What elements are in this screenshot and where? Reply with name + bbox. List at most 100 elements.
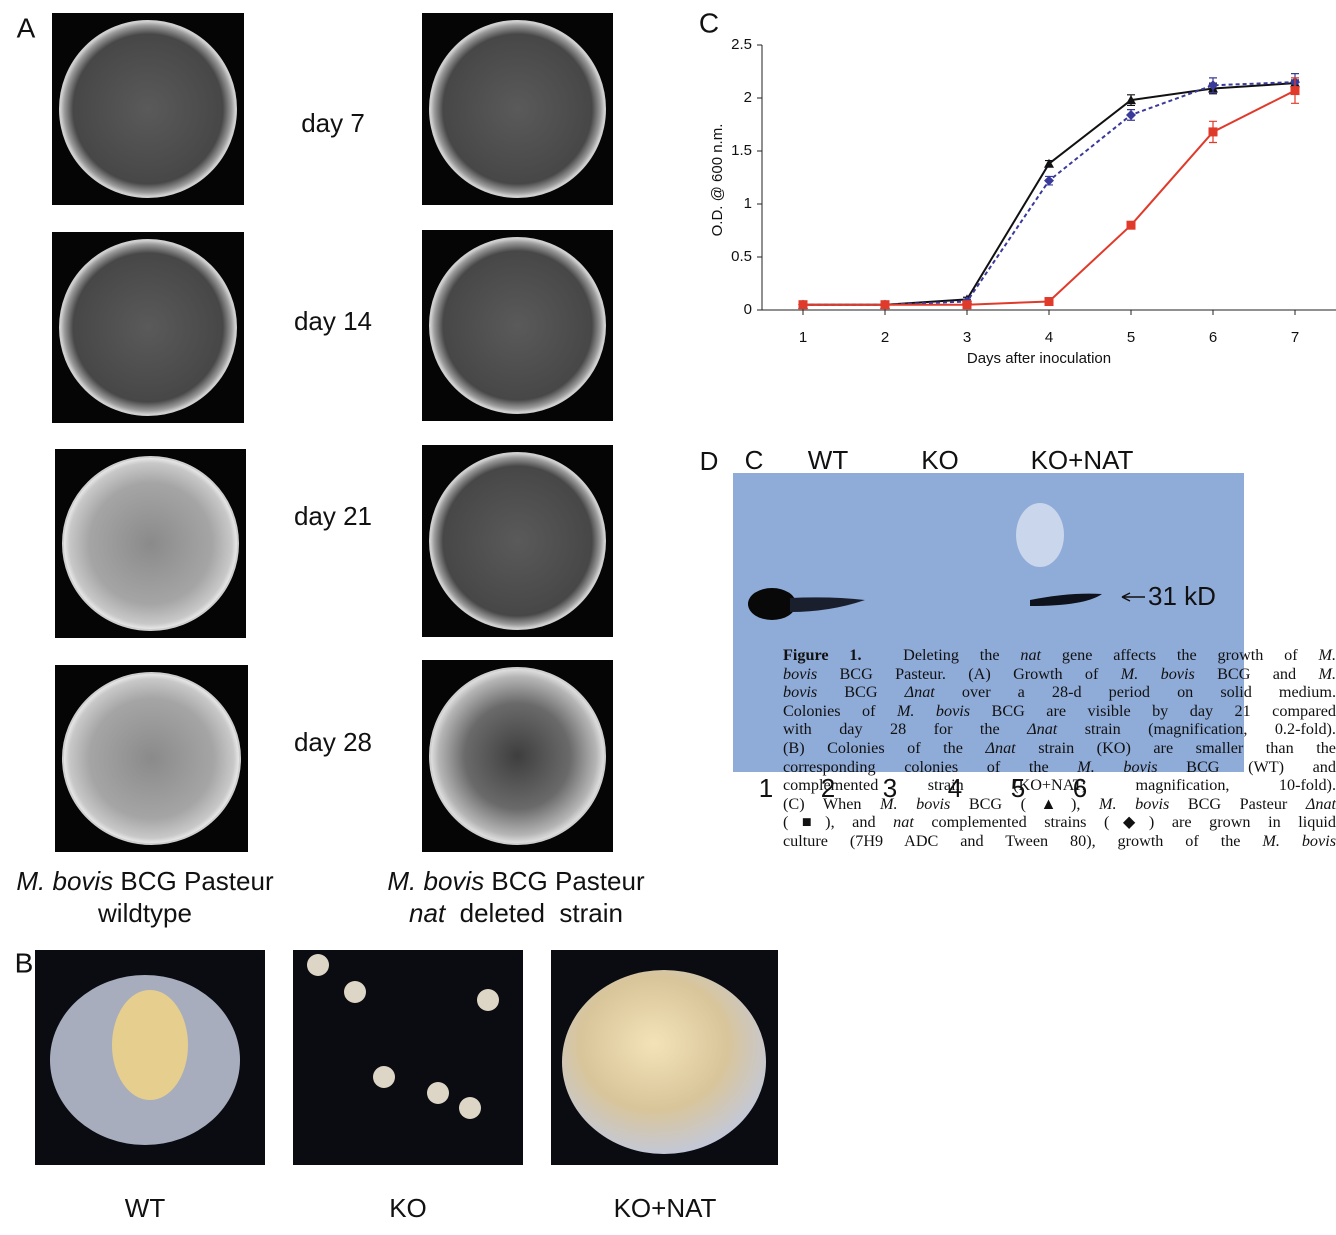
x-tick-label: 1 <box>799 329 807 346</box>
lane-group-label: C <box>745 445 764 475</box>
x-tick-label: 2 <box>881 329 889 346</box>
caption-text: M. bovis <box>1077 758 1157 776</box>
petri-dish <box>430 453 605 629</box>
caption-line: (C) When M. bovis BCG (▲), M. bovis BCG … <box>783 795 1336 814</box>
caption-text: M. bovis <box>1262 832 1336 850</box>
caption-text: with day 28 for the <box>783 720 1027 738</box>
caption-text: over a 28-d period on solid medium. <box>935 683 1336 701</box>
caption-line: complemented strain (KO+NAT; magnificati… <box>783 776 1336 795</box>
caption-text: Δnat <box>1027 720 1057 738</box>
caption-text: BCG and <box>1195 665 1319 683</box>
caption-text: Δnat <box>985 739 1015 757</box>
data-point <box>1291 86 1300 95</box>
caption-text: M. bovis <box>1099 795 1169 813</box>
colony <box>112 990 188 1100</box>
photo-label: KO <box>389 1193 427 1223</box>
series-line <box>803 83 1295 305</box>
day-label: day 28 <box>294 727 372 757</box>
series-line <box>803 82 1295 305</box>
y-axis-label: O.D. @ 600 n.m. <box>709 124 726 237</box>
colony <box>459 1097 481 1119</box>
strain-caption: nat deleted strain <box>409 898 623 928</box>
x-axis-label: Days after inoculation <box>967 350 1111 367</box>
colony <box>344 981 366 1003</box>
caption-text: (C) When <box>783 795 880 813</box>
caption-text: bovis <box>783 683 817 701</box>
lane-number: 1 <box>759 773 773 803</box>
y-tick-label: 2 <box>744 89 752 106</box>
caption-text: M. <box>1318 665 1336 683</box>
caption-text: BCG <box>817 683 904 701</box>
x-tick-label: 6 <box>1209 329 1217 346</box>
caption-text: BCG Pasteur. (A) Growth of <box>817 665 1121 683</box>
caption-line: culture (7H9 ADC and Tween 80), growth o… <box>783 832 1336 851</box>
data-point <box>881 300 890 309</box>
figure: Aday 7day 14day 21day 28M. bovis BCG Pas… <box>0 0 1336 1235</box>
strain-caption: M. bovis BCG Pasteur <box>387 866 645 896</box>
y-tick-label: 1.5 <box>731 142 752 159</box>
strain-caption-part: BCG Pasteur <box>113 866 274 896</box>
petri-dish <box>430 668 605 844</box>
data-point <box>963 300 972 309</box>
caption-text: strain (KO) are smaller than the <box>1016 739 1336 757</box>
colony <box>373 1066 395 1088</box>
panel-letter: A <box>17 12 36 43</box>
caption-text: complemented strains (◆) are grown in li… <box>914 813 1336 831</box>
caption-text: (B) Colonies of the <box>783 739 985 757</box>
caption-text: BCG (▲), <box>950 795 1099 813</box>
x-tick-label: 4 <box>1045 329 1053 346</box>
caption-text: BCG (WT) and <box>1158 758 1336 776</box>
strain-caption-part: M. bovis <box>16 866 113 896</box>
panel-letter: D <box>700 446 719 476</box>
strain-caption-part: M. bovis <box>387 866 484 896</box>
y-tick-label: 0.5 <box>731 248 752 265</box>
x-tick-label: 5 <box>1127 329 1135 346</box>
data-point <box>1126 110 1136 120</box>
caption-text: BCG are visible by day 21 compared <box>970 702 1336 720</box>
data-point <box>1209 127 1218 136</box>
caption-text: gene affects the growth of <box>1041 646 1318 664</box>
petri-dish <box>63 457 238 630</box>
caption-text: culture (7H9 ADC and Tween 80), growth o… <box>783 832 1262 850</box>
colony <box>562 970 766 1154</box>
layout <box>35 13 1244 1165</box>
caption-text: Colonies of <box>783 702 897 720</box>
caption-text: Δnat <box>1306 795 1336 813</box>
strain-caption: M. bovis BCG Pasteur <box>16 866 274 896</box>
caption-text: M. bovis <box>897 702 970 720</box>
data-point <box>1045 297 1054 306</box>
caption-line: with day 28 for the Δnat strain (magnifi… <box>783 720 1336 739</box>
lane-group-label: WT <box>808 445 849 475</box>
caption-line: corresponding colonies of the M. bovis B… <box>783 758 1336 777</box>
caption-text: M. bovis <box>880 795 950 813</box>
colony <box>427 1082 449 1104</box>
day-label: day 14 <box>294 306 372 336</box>
photo-label: WT <box>125 1193 166 1223</box>
panel-letter: C <box>699 7 719 38</box>
caption-text: M. <box>1318 646 1336 664</box>
blot-spot <box>1016 503 1064 567</box>
caption-line: bovis BCG Pasteur. (A) Growth of M. bovi… <box>783 665 1336 684</box>
panel-letter: B <box>15 947 34 978</box>
petri-dish <box>60 21 236 197</box>
caption-line: Figure 1. Deleting the nat gene affects … <box>783 646 1336 665</box>
page: {"panel_a": {"letter": "A", "days": ["da… <box>0 0 1336 1235</box>
caption-text: BCG Pasteur <box>1169 795 1306 813</box>
petri-dish <box>60 240 236 415</box>
caption-text: complemented strain (KO+NAT; magnificati… <box>783 776 1336 794</box>
petri-dish <box>63 673 240 844</box>
caption-line: bovis BCG Δnat over a 28-d period on sol… <box>783 683 1336 702</box>
caption-text: Deleting the <box>862 646 1021 664</box>
colony-photo <box>293 950 523 1165</box>
petri-dish <box>430 21 605 197</box>
petri-dish <box>430 238 605 413</box>
caption-line: (B) Colonies of the Δnat strain (KO) are… <box>783 739 1336 758</box>
caption-text: Δnat <box>905 683 935 701</box>
day-label: day 7 <box>301 108 365 138</box>
series-line <box>803 91 1295 305</box>
data-point <box>799 300 808 309</box>
caption-text: M. bovis <box>1121 665 1195 683</box>
colony <box>307 954 329 976</box>
strain-caption-part: wildtype <box>97 898 192 928</box>
caption-text: Figure 1. <box>783 646 862 664</box>
